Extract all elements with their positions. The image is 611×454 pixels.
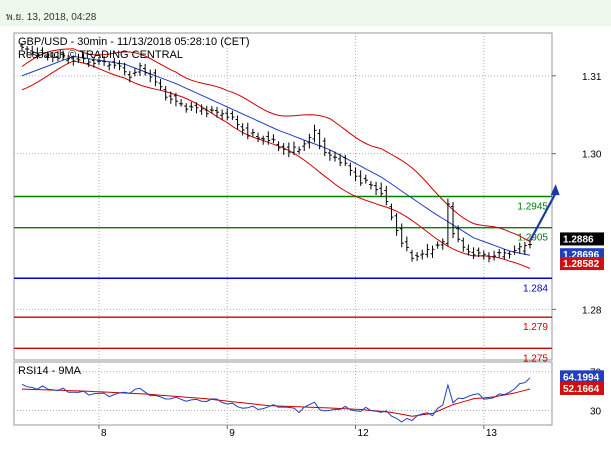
x-tick-label: 8	[101, 428, 107, 439]
x-tick-label: 9	[229, 428, 235, 439]
y-tick-label: 1.30	[582, 150, 602, 161]
rsi-line	[21, 377, 531, 423]
chart-title: GBP/USD - 30min - 11/13/2018 05:28:10 (C…	[18, 36, 250, 48]
level-label: 1.2945	[517, 202, 548, 213]
rsi-panel	[13, 361, 553, 426]
rsi-badge-label: 52.1664	[563, 384, 600, 395]
rsi-badge	[560, 370, 604, 384]
rsi-title: RSI14 - 9MA	[18, 365, 82, 377]
x-tick-label: 13	[486, 428, 498, 439]
y-tick-label: 1.31	[582, 72, 602, 83]
rsi-badge	[560, 381, 604, 395]
price-badge-label: 1.28696	[563, 250, 600, 261]
projection-arrow-line	[529, 192, 557, 242]
rsi-badge-label: 64.1994	[563, 372, 600, 383]
x-tick-label: 12	[358, 428, 370, 439]
projection-arrow-head	[550, 184, 560, 196]
price-badge-label: 1.28582	[563, 259, 600, 270]
rsi-tick-label: 30	[590, 406, 602, 417]
timestamp-label: พ.ย. 13, 2018, 04:28	[6, 12, 97, 23]
chart-subtitle: Research © TRADING CENTRAL	[18, 49, 183, 61]
price-badge	[560, 232, 604, 246]
level-label: 1.279	[523, 322, 548, 333]
price-badge-label: 1.2886	[563, 234, 594, 245]
y-tick-label: 1.28	[582, 305, 602, 316]
lower-band-line	[21, 60, 531, 269]
level-label: 1.2905	[517, 233, 548, 244]
header-bar: พ.ย. 13, 2018, 04:28	[0, 0, 611, 26]
level-label: 1.275	[523, 353, 548, 364]
moving-average-line	[21, 55, 531, 256]
price-badge	[560, 257, 604, 271]
level-label: 1.284	[523, 283, 548, 294]
upper-band-line	[21, 48, 531, 243]
